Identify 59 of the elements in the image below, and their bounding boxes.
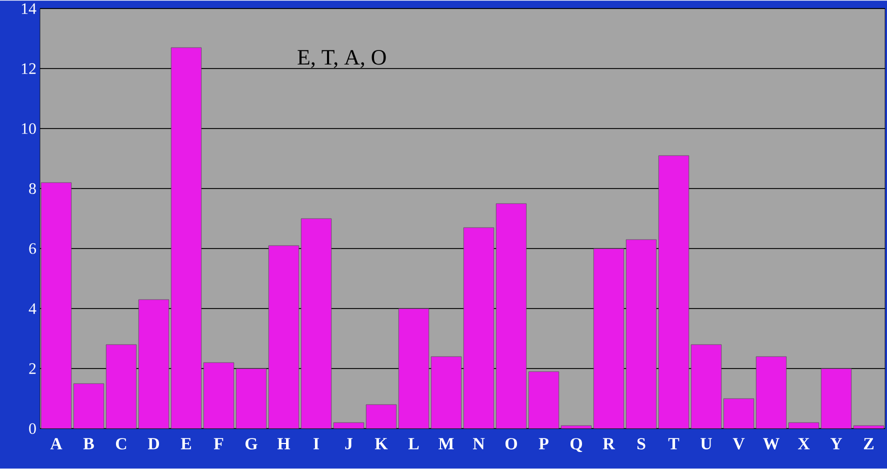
bar [464,228,494,429]
x-tick-label: C [116,438,126,450]
bar [171,48,202,429]
bar [724,398,754,429]
x-tick-label: K [374,438,388,450]
bar [398,308,429,429]
bar [594,248,624,429]
y-tick-label: 10 [22,123,36,134]
y-tick-label: 4 [28,304,36,314]
y-tick-label: 2 [29,364,36,374]
x-tick-label: I [314,438,319,450]
x-tick-label: E [180,438,192,450]
x-tick-label: X [798,438,810,450]
annotation: E, T, A, O [298,50,386,68]
bar [626,240,656,429]
x-tick-label: M [438,438,454,450]
x-tick-label: R [602,438,616,450]
x-tick-label: U [700,438,712,450]
x-tick-label: Y [830,438,842,450]
x-tick-label: O [505,438,518,450]
bar [658,156,689,429]
x-tick-label: T [668,438,680,450]
bar [301,218,332,429]
x-tick-label: L [408,438,419,450]
y-tick-label: 12 [22,64,36,74]
bar [366,404,396,429]
x-tick-label: S [637,438,646,450]
x-tick-label: G [245,438,258,450]
bar [788,422,819,429]
bar [821,368,852,429]
x-tick-label: Q [570,438,582,452]
x-tick-label: H [277,438,290,450]
x-tick-label: B [83,438,94,450]
x-tick-label: J [345,438,353,450]
bar [528,372,559,429]
x-tick-label: N [472,438,485,450]
x-tick-label: W [763,438,780,450]
x-tick-label: D [148,438,160,450]
bar [334,422,364,429]
bar [496,204,526,429]
bar [691,344,722,429]
bar [106,344,136,429]
bar [204,362,234,429]
bar [756,356,786,429]
bar [74,384,104,429]
x-tick-label: Z [864,438,874,450]
bar [431,356,462,429]
bar [268,246,299,429]
bar [138,300,169,429]
y-tick-label: 0 [29,423,36,434]
x-tick-label: F [214,438,224,450]
y-tick-label: 8 [29,183,36,194]
x-tick-label: A [50,438,62,450]
x-tick-label: P [538,438,548,450]
y-tick-label: 14 [22,4,36,14]
y-tick-label: 6 [29,243,36,254]
bar [41,182,72,429]
x-tick-label: V [732,438,745,450]
bar [236,368,266,429]
